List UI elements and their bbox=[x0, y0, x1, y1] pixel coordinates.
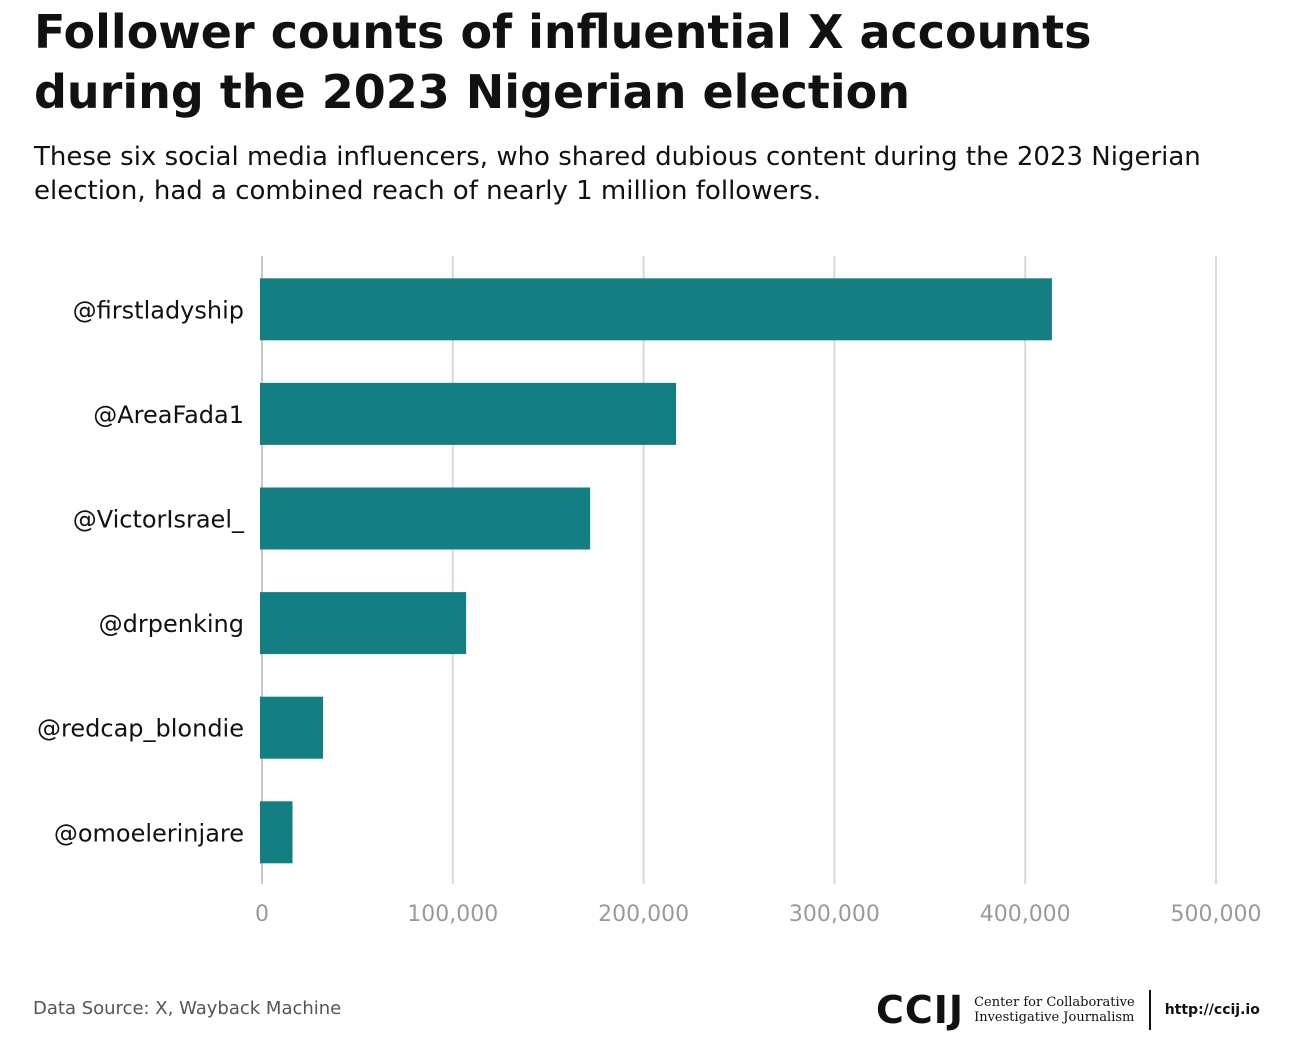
logo-text: Center for Collaborative Investigative J… bbox=[974, 995, 1135, 1025]
bar bbox=[260, 382, 677, 445]
chart-title: Follower counts of influential X account… bbox=[34, 5, 1092, 119]
logo-divider bbox=[1148, 990, 1151, 1030]
category-label: @VictorIsrael_ bbox=[73, 506, 245, 534]
logo-mark: CCIJ bbox=[876, 988, 965, 1032]
bar bbox=[260, 278, 1052, 341]
chart-subtitle: These six social media influencers, who … bbox=[34, 142, 1201, 206]
bar bbox=[260, 487, 591, 550]
bar bbox=[260, 696, 324, 759]
category-label: @redcap_blondie bbox=[37, 715, 244, 743]
logo-line-2: Investigative Journalism bbox=[974, 1010, 1135, 1025]
x-tick-label: 100,000 bbox=[407, 902, 498, 927]
x-tick-label: 200,000 bbox=[598, 902, 689, 927]
bar-chart: @firstladyship @AreaFada1 @VictorIsrael_ @d… bbox=[37, 256, 1262, 927]
x-tick-label: 0 bbox=[255, 902, 269, 927]
x-tick-label: 300,000 bbox=[789, 902, 880, 927]
category-label: @firstladyship bbox=[73, 296, 244, 324]
x-tick-label: 500,000 bbox=[1171, 902, 1262, 927]
bar bbox=[260, 801, 293, 864]
data-source: Data Source: X, Wayback Machine bbox=[33, 998, 342, 1019]
category-label: @omoelerinjare bbox=[54, 819, 244, 847]
logo-line-1: Center for Collaborative bbox=[974, 995, 1135, 1010]
ccij-logo: CCIJ Center for Collaborative Investigat… bbox=[876, 988, 1260, 1032]
site-url: http://ccij.io bbox=[1164, 1002, 1260, 1018]
category-label: @AreaFada1 bbox=[93, 401, 244, 429]
category-label: @drpenking bbox=[99, 610, 244, 638]
x-tick-label: 400,000 bbox=[980, 902, 1071, 927]
bar bbox=[260, 592, 467, 655]
